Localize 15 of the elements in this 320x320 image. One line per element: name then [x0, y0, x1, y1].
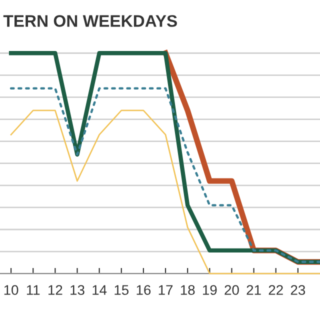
x-tick-label: 13: [70, 285, 84, 295]
x-tick-label: 15: [114, 285, 129, 295]
x-tick-label: 17: [158, 285, 173, 295]
chart-title: TERN ON WEEKDAYS: [3, 15, 177, 27]
x-tick-label: 11: [26, 285, 40, 295]
x-tick-label: 23: [290, 285, 306, 295]
x-tick-label: 12: [48, 285, 62, 295]
x-tick-label: 20: [224, 285, 239, 295]
x-tick-label: 18: [180, 285, 195, 295]
x-tick-label: 10: [4, 285, 18, 295]
x-tick-label: 22: [268, 285, 283, 295]
x-tick-label: 14: [92, 285, 107, 295]
x-tick-label: 16: [136, 285, 151, 295]
x-tick-label: 21: [246, 285, 261, 295]
x-tick-label: 19: [202, 285, 217, 295]
